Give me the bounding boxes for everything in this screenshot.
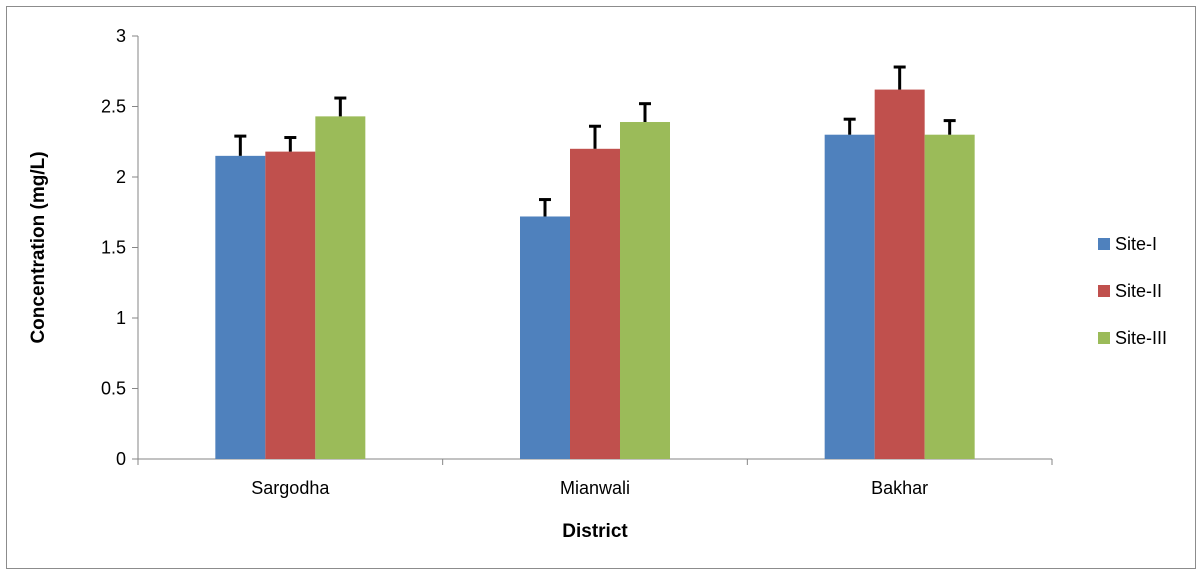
legend-swatch-site-i xyxy=(1098,238,1110,250)
bar-site-ii xyxy=(874,89,925,459)
y-tick-label: 1.5 xyxy=(101,238,126,258)
y-tick-label: 2 xyxy=(116,167,126,187)
y-tick-label: 0.5 xyxy=(101,379,126,399)
bar-site-i xyxy=(215,155,266,459)
legend: Site-I Site-II Site-III xyxy=(1098,234,1167,348)
y-tick-label: 0 xyxy=(116,449,126,469)
legend-swatch-site-ii xyxy=(1098,285,1110,297)
x-tick-label: Bakhar xyxy=(871,478,928,498)
x-axis-title: District xyxy=(562,521,628,542)
legend-label: Site-II xyxy=(1115,281,1162,301)
bar-site-ii xyxy=(265,151,316,459)
y-axis: 0 0.5 1 1.5 2 2.5 3 xyxy=(101,26,139,469)
legend-label: Site-I xyxy=(1115,234,1157,254)
bar-site-i xyxy=(520,216,570,459)
bar-site-ii xyxy=(570,148,620,460)
bar-site-iii xyxy=(924,134,975,459)
x-tick-label: Mianwali xyxy=(560,478,630,498)
y-tick-label: 3 xyxy=(116,26,126,46)
x-axis: Sargodha Mianwali Bakhar xyxy=(137,458,1053,498)
legend-label: Site-III xyxy=(1115,328,1167,348)
bar-site-iii xyxy=(620,122,670,459)
bars xyxy=(215,65,975,460)
bar-site-iii xyxy=(315,116,366,460)
y-axis-title: Concentration (mg/L) xyxy=(28,151,49,343)
y-tick-label: 2.5 xyxy=(101,97,126,117)
legend-swatch-site-iii xyxy=(1098,332,1110,344)
bar-site-i xyxy=(824,134,875,459)
x-tick-label: Sargodha xyxy=(251,478,330,498)
y-tick-label: 1 xyxy=(116,308,126,328)
